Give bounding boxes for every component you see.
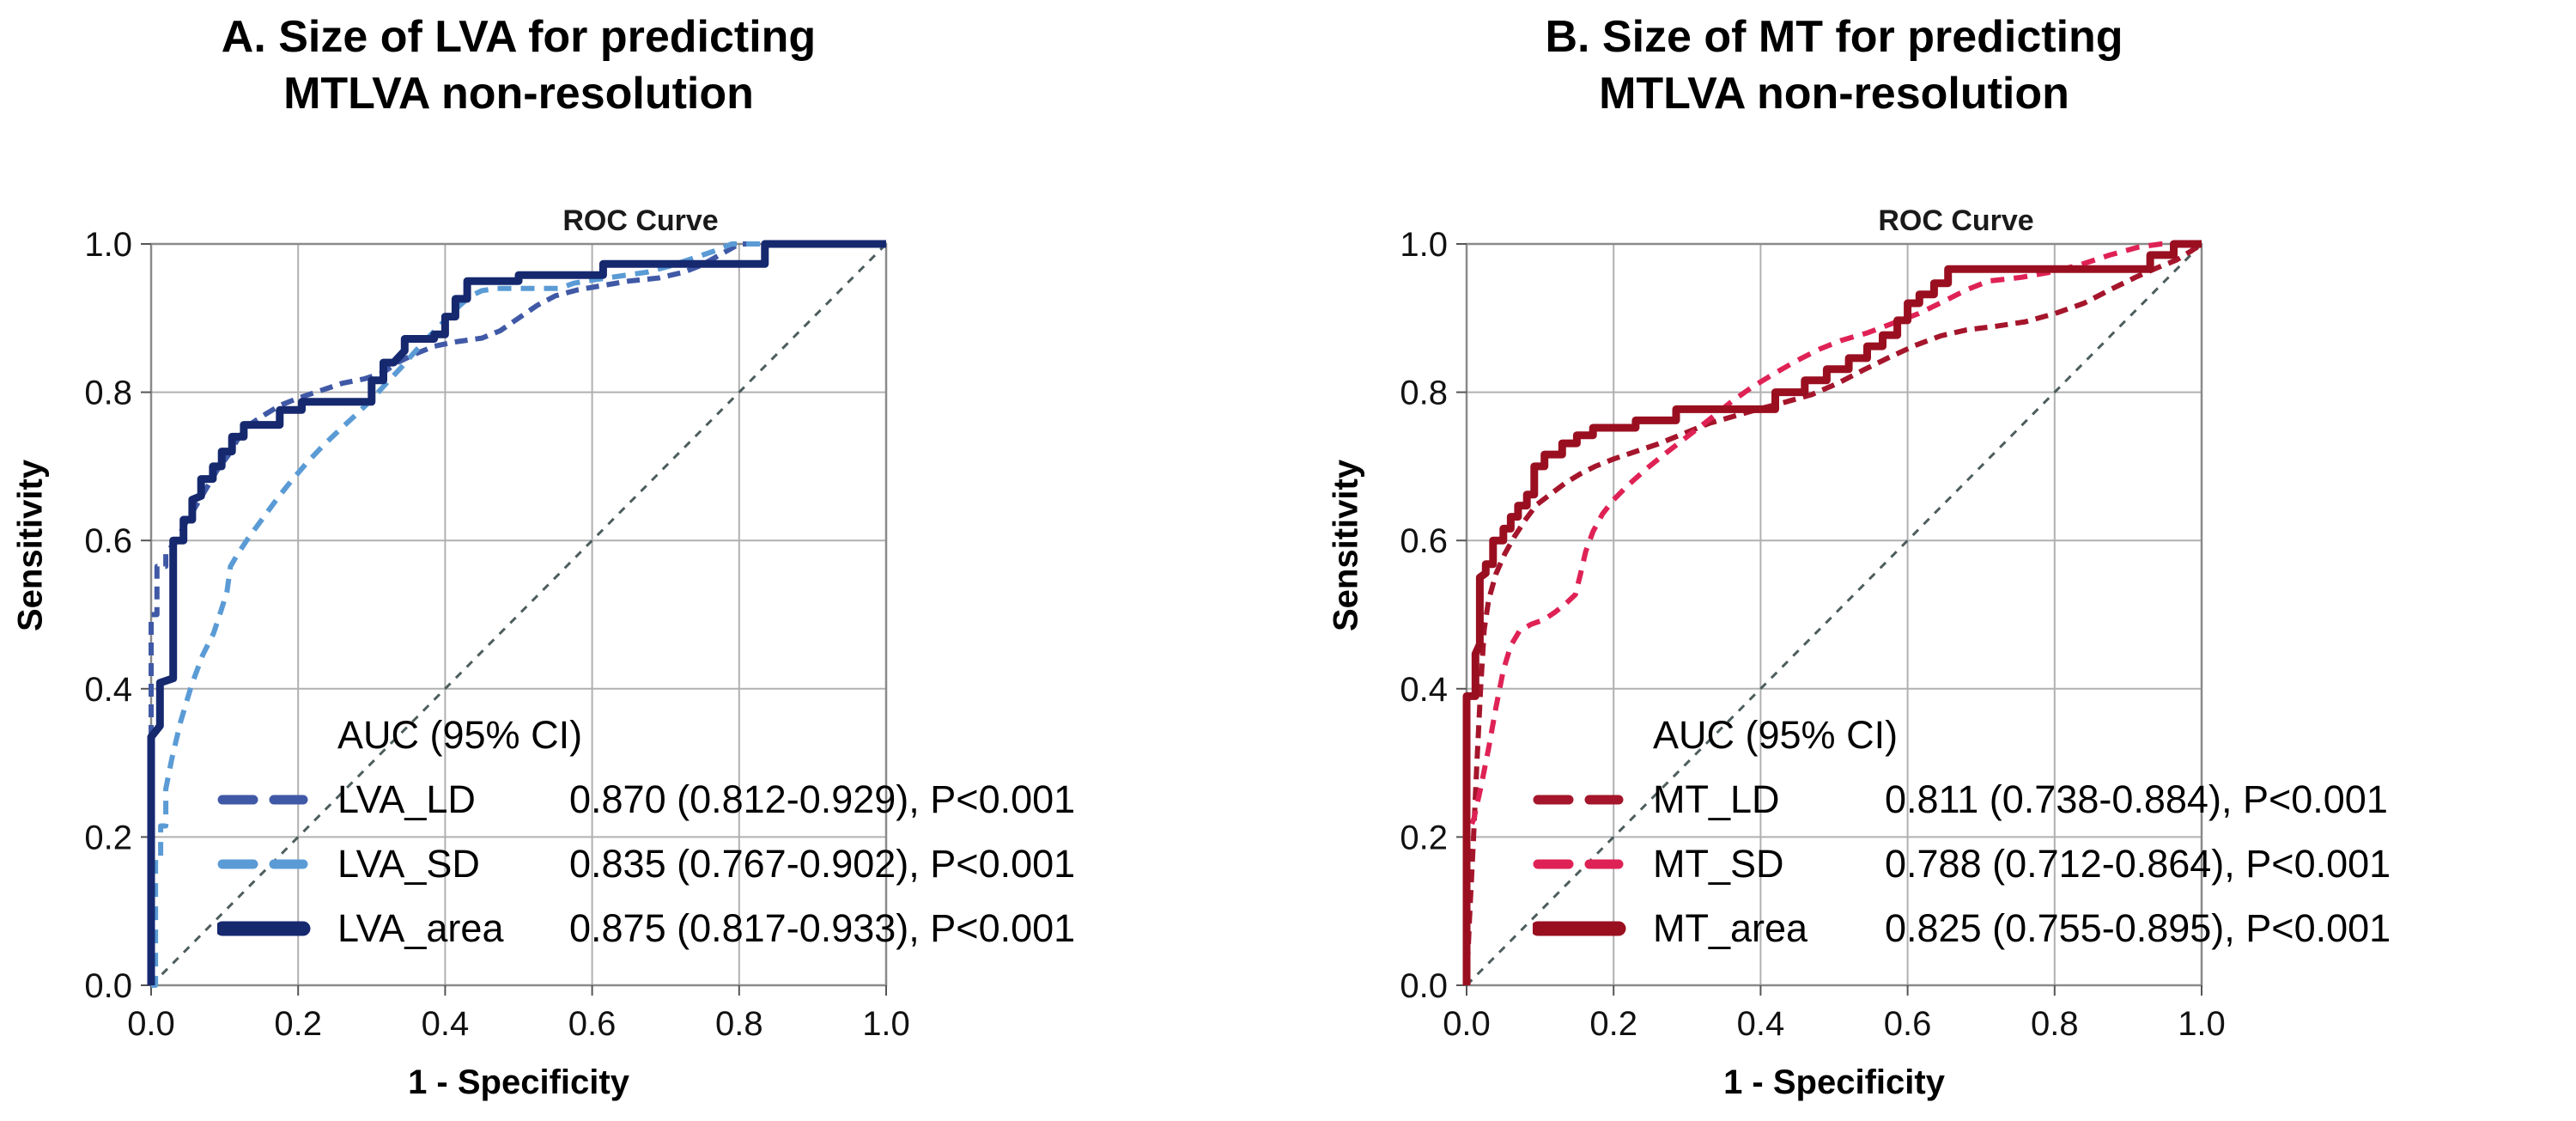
plot-title: ROC Curve bbox=[1878, 204, 2034, 237]
legend-row: LVA_area 0.875 (0.817-0.933), P<0.001 bbox=[217, 896, 1230, 960]
panel-a-title-line1: A. Size of LVA for predicting bbox=[221, 12, 817, 62]
panel-a-title: A. Size of LVA for predicting MTLVA non-… bbox=[151, 9, 886, 122]
svg-text:0.8: 0.8 bbox=[1400, 375, 1448, 412]
panel-b-title: B. Size of MT for predicting MTLVA non-r… bbox=[1467, 9, 2202, 122]
svg-text:0.0: 0.0 bbox=[1400, 967, 1448, 1005]
mt-sd-line-swatch bbox=[1533, 859, 1624, 868]
legend-row: LVA_SD 0.835 (0.767-0.902), P<0.001 bbox=[217, 832, 1230, 896]
svg-text:0.8: 0.8 bbox=[715, 1005, 763, 1043]
plot-title: ROC Curve bbox=[562, 204, 719, 237]
lva-ld-line-swatch bbox=[217, 795, 308, 804]
roc-chart-a: 0.00.0 0.2 0.2 0.4 0.4 0.6 0.6 0.8 0.8 1.0 1.0 bbox=[84, 226, 910, 1043]
svg-text:0.8: 0.8 bbox=[84, 375, 132, 412]
svg-text:0.4: 0.4 bbox=[1400, 671, 1448, 709]
panel-a-title-line2: MTLVA non-resolution bbox=[283, 69, 754, 119]
panel-b: B. Size of MT for predicting MTLVA non-r… bbox=[1288, 0, 2576, 1121]
svg-text:0.2: 0.2 bbox=[1589, 1005, 1637, 1043]
series-label: MT_SD bbox=[1653, 841, 1784, 886]
svg-text:0.2: 0.2 bbox=[84, 819, 132, 856]
mt-ld-line-swatch bbox=[1533, 795, 1624, 804]
series-label: LVA_SD bbox=[337, 841, 480, 886]
auc-legend: AUC (95% CI) MT_LD 0.811 (0.738-0.884), … bbox=[1533, 703, 2546, 960]
svg-text:0.6: 0.6 bbox=[1884, 1005, 1932, 1043]
legend-row: MT_SD 0.788 (0.712-0.864), P<0.001 bbox=[1533, 832, 2546, 896]
x-axis-label: 1 - Specificity bbox=[408, 1063, 629, 1101]
svg-text:0.2: 0.2 bbox=[1400, 819, 1448, 856]
svg-text:1.0: 1.0 bbox=[1400, 226, 1448, 264]
series-label: MT_LD bbox=[1653, 777, 1780, 821]
lva-sd-line-swatch bbox=[217, 859, 308, 868]
svg-text:0.6: 0.6 bbox=[568, 1005, 617, 1043]
mt-area-line-swatch bbox=[1533, 921, 1626, 935]
series-label: MT_area bbox=[1653, 905, 1808, 950]
auc-legend: AUC (95% CI) LVA_LD 0.870 (0.812-0.929),… bbox=[217, 703, 1230, 960]
x-axis-label: 1 - Specificity bbox=[1723, 1063, 1945, 1101]
legend-header: AUC (95% CI) bbox=[337, 713, 583, 757]
svg-text:1.0: 1.0 bbox=[84, 226, 132, 264]
legend-header: AUC (95% CI) bbox=[1653, 713, 1899, 757]
svg-text:0.6: 0.6 bbox=[84, 522, 132, 560]
panel-b-title-line1: B. Size of MT for predicting bbox=[1545, 12, 2123, 62]
svg-text:0.0: 0.0 bbox=[1443, 1005, 1491, 1043]
svg-text:0.8: 0.8 bbox=[2031, 1005, 2079, 1043]
svg-text:1.0: 1.0 bbox=[2178, 1005, 2226, 1043]
svg-text:0.4: 0.4 bbox=[84, 671, 132, 709]
series-auc-value: 0.875 (0.817-0.933), P<0.001 bbox=[569, 905, 1076, 950]
svg-text:0.4: 0.4 bbox=[422, 1005, 470, 1043]
svg-text:0.2: 0.2 bbox=[274, 1005, 322, 1043]
series-auc-value: 0.788 (0.712-0.864), P<0.001 bbox=[1885, 841, 2391, 886]
series-auc-value: 0.811 (0.738-0.884), P<0.001 bbox=[1885, 777, 2388, 821]
svg-text:0.0: 0.0 bbox=[127, 1005, 175, 1043]
panel-a: A. Size of LVA for predicting MTLVA non-… bbox=[12, 9, 1230, 1101]
series-label: LVA_LD bbox=[337, 777, 476, 821]
lva-area-line-swatch bbox=[217, 921, 311, 935]
series-auc-value: 0.870 (0.812-0.929), P<0.001 bbox=[569, 777, 1076, 821]
svg-text:0.6: 0.6 bbox=[1400, 522, 1448, 560]
series-label: LVA_area bbox=[337, 905, 504, 950]
legend-row: MT_LD 0.811 (0.738-0.884), P<0.001 bbox=[1533, 767, 2546, 832]
series-auc-value: 0.835 (0.767-0.902), P<0.001 bbox=[569, 841, 1076, 886]
svg-text:0.0: 0.0 bbox=[84, 967, 132, 1005]
svg-text:0.4: 0.4 bbox=[1737, 1005, 1785, 1043]
svg-text:1.0: 1.0 bbox=[862, 1005, 910, 1043]
legend-row: LVA_LD 0.870 (0.812-0.929), P<0.001 bbox=[217, 767, 1230, 832]
series-auc-value: 0.825 (0.755-0.895), P<0.001 bbox=[1885, 905, 2391, 950]
panel-b-title-line2: MTLVA non-resolution bbox=[1599, 69, 2069, 119]
legend-row: MT_area 0.825 (0.755-0.895), P<0.001 bbox=[1533, 896, 2546, 960]
